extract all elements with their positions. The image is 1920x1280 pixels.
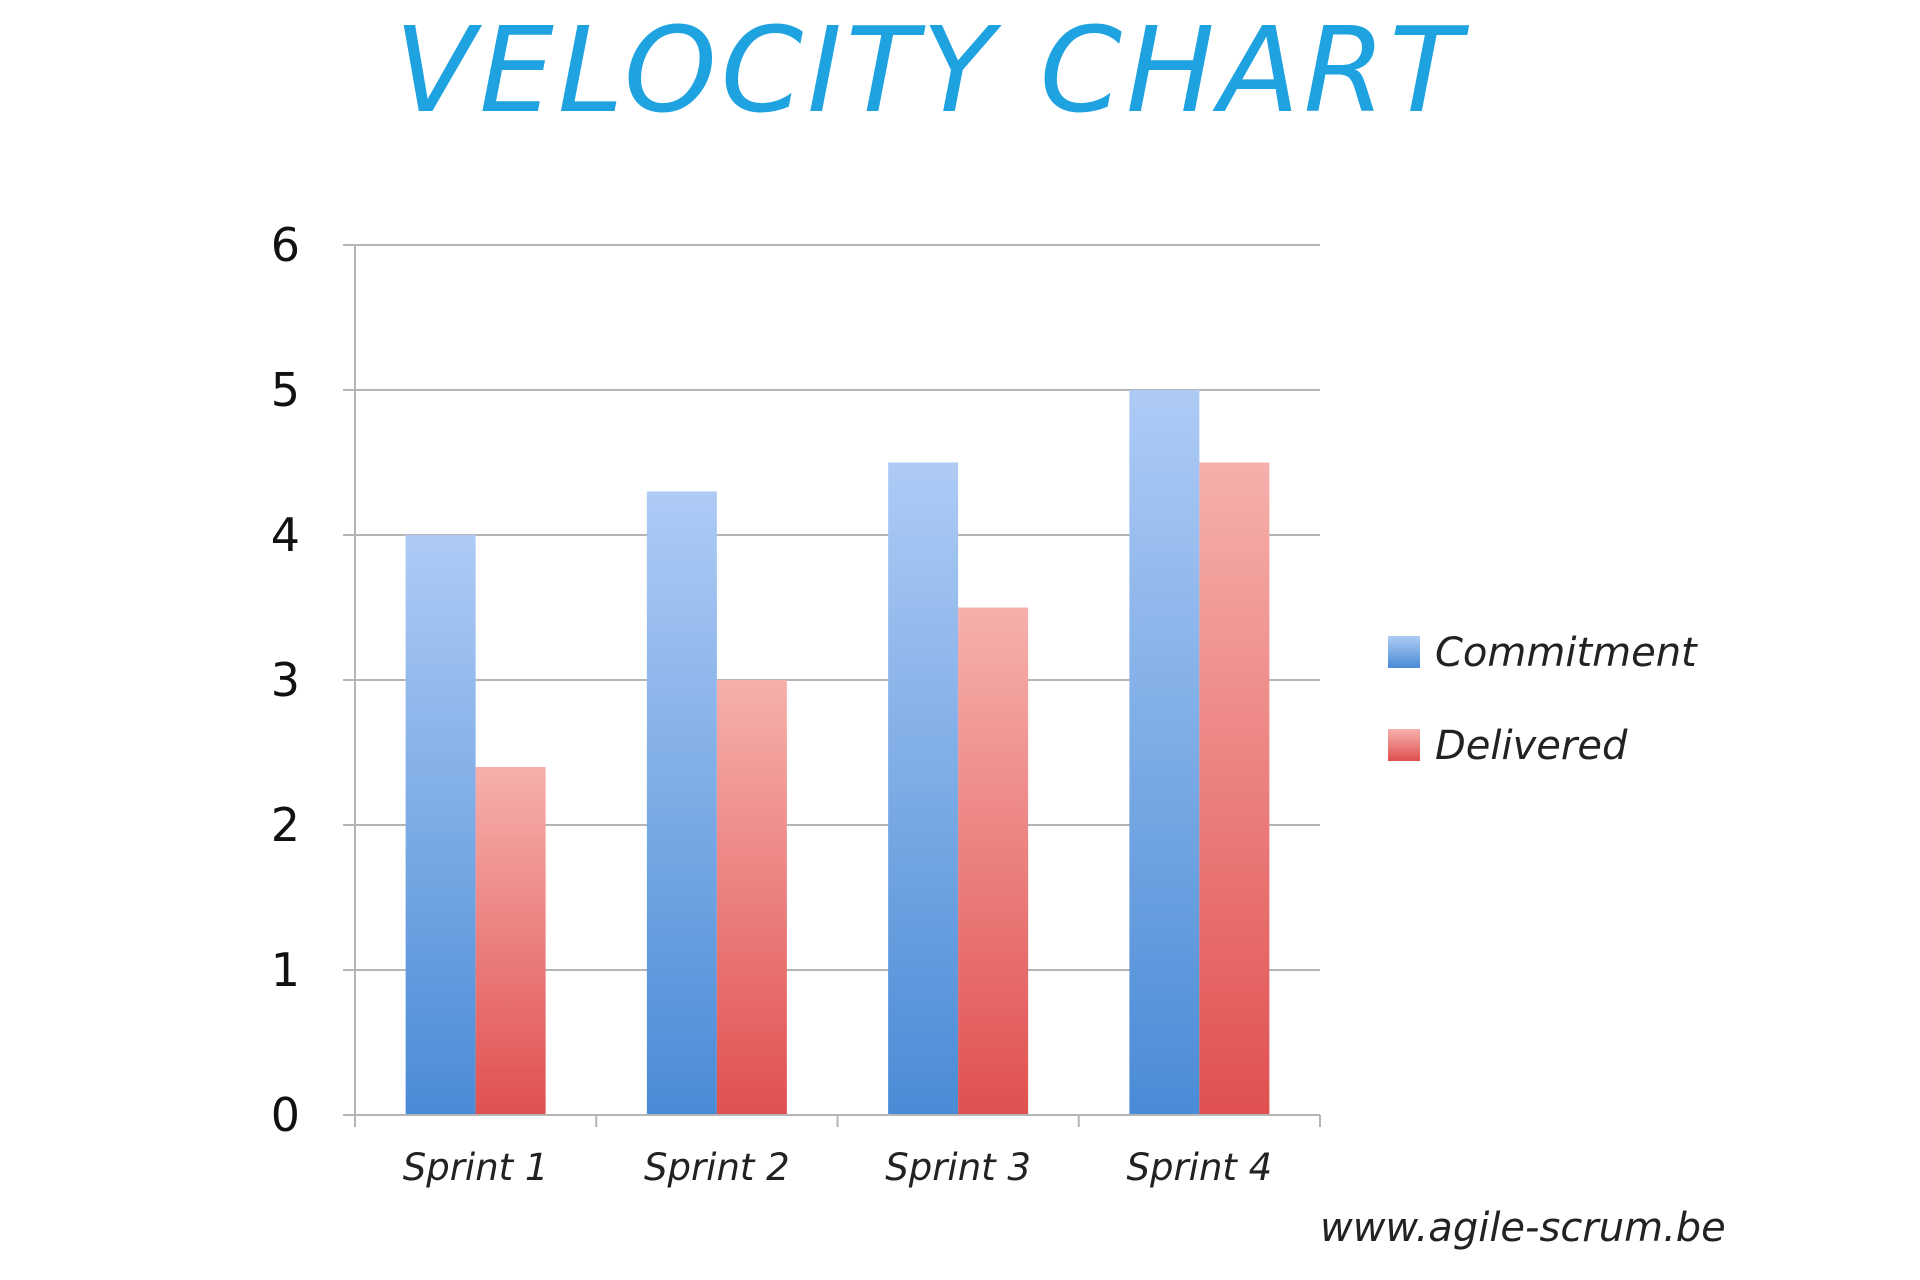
bar-delivered-2 (716, 680, 787, 1115)
bar-commitment-2 (646, 491, 717, 1115)
y-tick-label: 4 (271, 508, 300, 562)
x-category-label: Sprint 1 (403, 1146, 549, 1189)
bar-commitment-4 (1129, 390, 1200, 1115)
legend-label-commitment: Commitment (1435, 630, 1698, 676)
chart-title: VELOCITY CHART (394, 1, 1466, 139)
axes: 0 1 2 3 4 5 6 Sprint 1 Sprint 2 Sprint 3 Sprint 4 (271, 218, 1321, 1189)
y-tick-label: 3 (271, 653, 300, 707)
bar-delivered-3 (958, 607, 1029, 1115)
y-tick-label: 5 (271, 363, 300, 417)
x-category-label: Sprint 3 (885, 1146, 1031, 1189)
bar-commitment-1 (405, 535, 476, 1115)
y-tick-label: 1 (271, 943, 300, 997)
bars (405, 390, 1270, 1115)
watermark-url: www.agile-scrum.be (1320, 1205, 1726, 1251)
x-category-label: Sprint 4 (1127, 1146, 1273, 1189)
legend-swatch-commitment (1388, 636, 1420, 668)
legend: Commitment Delivered (1388, 630, 1698, 769)
bar-commitment-3 (888, 462, 959, 1115)
bar-delivered-4 (1199, 462, 1270, 1115)
bar-delivered-1 (475, 767, 546, 1115)
y-tick-label: 2 (271, 798, 300, 852)
legend-swatch-delivered (1388, 729, 1420, 761)
legend-label-delivered: Delivered (1435, 723, 1628, 769)
x-category-label: Sprint 2 (644, 1146, 790, 1189)
y-tick-label: 6 (271, 218, 300, 272)
y-tick-label: 0 (271, 1088, 300, 1142)
